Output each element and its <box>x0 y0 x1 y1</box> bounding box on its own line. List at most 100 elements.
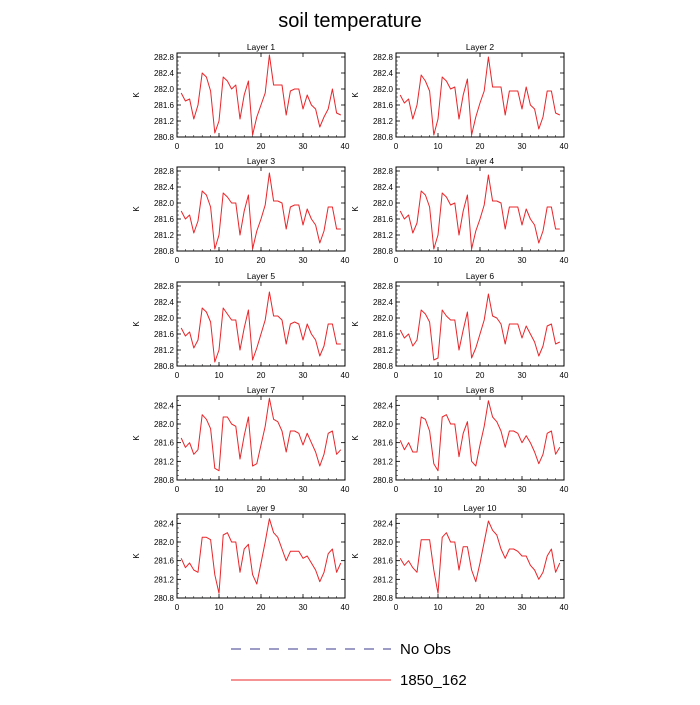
y-axis-label: K <box>132 206 141 212</box>
panel-frame <box>176 166 346 252</box>
x-tick-label: 30 <box>299 371 308 380</box>
y-axis-label: K <box>132 92 141 98</box>
series-line <box>180 518 342 594</box>
y-tick-label: 282.0 <box>154 314 175 323</box>
series-line <box>180 291 341 363</box>
y-tick-label: 281.2 <box>154 117 175 126</box>
panel-frame <box>395 513 565 599</box>
x-tick-label: 20 <box>257 256 266 265</box>
panel-title: Layer 9 <box>247 503 276 513</box>
panel-3: Layer 3 K 280.8 281.2 281.6 282.0 282.4 282.8 0 1… <box>132 156 350 265</box>
y-tick-label: 281.2 <box>373 231 394 240</box>
y-tick-label: 282.0 <box>154 538 175 547</box>
y-tick-label: 282.4 <box>373 183 394 192</box>
series-line <box>399 520 561 594</box>
y-axis-label: K <box>132 321 141 327</box>
x-tick-label: 30 <box>518 603 527 612</box>
x-tick-label: 20 <box>257 371 266 380</box>
y-axis-label: K <box>351 435 360 441</box>
x-tick-label: 10 <box>215 256 224 265</box>
y-axis-label: K <box>351 92 360 98</box>
x-tick-label: 10 <box>215 142 224 151</box>
panel-2: Layer 2 K 280.8 281.2 281.6 282.0 282.4 282.8 0 1… <box>351 42 569 151</box>
x-tick-label: 0 <box>394 485 399 494</box>
y-axis-label: K <box>351 553 360 559</box>
series-line <box>399 400 561 472</box>
x-tick-label: 40 <box>560 142 569 151</box>
panel-4: Layer 4 K 280.8 281.2 281.6 282.0 282.4 282.8 0 1… <box>351 156 569 265</box>
panel-1: Layer 1 K 280.8 281.2 281.6 282.0 282.4 282.8 0 1… <box>132 42 350 151</box>
x-tick-label: 40 <box>560 371 569 380</box>
x-tick-label: 10 <box>434 485 443 494</box>
y-tick-label: 282.0 <box>373 538 394 547</box>
y-tick-label: 281.6 <box>373 101 394 110</box>
x-tick-label: 20 <box>476 603 485 612</box>
x-tick-label: 10 <box>434 256 443 265</box>
y-tick-label: 282.8 <box>373 167 394 176</box>
x-tick-label: 20 <box>476 485 485 494</box>
panel-5: Layer 5 K 280.8 281.2 281.6 282.0 282.4 282.8 0 1… <box>132 271 350 380</box>
panel-6: Layer 6 K 280.8 281.2 281.6 282.0 282.4 282.8 0 1… <box>351 271 569 380</box>
x-tick-label: 30 <box>299 256 308 265</box>
series-line <box>399 56 561 136</box>
legend-label-1: No Obs <box>400 641 451 658</box>
x-tick-label: 30 <box>518 371 527 380</box>
series-line <box>399 174 560 250</box>
y-tick-label: 281.2 <box>373 346 394 355</box>
y-tick-label: 282.0 <box>373 199 394 208</box>
y-tick-label: 280.8 <box>154 476 175 485</box>
y-tick-label: 282.0 <box>373 420 394 429</box>
y-tick-label: 282.0 <box>154 199 175 208</box>
x-tick-label: 10 <box>434 371 443 380</box>
y-tick-label: 282.8 <box>154 167 175 176</box>
panel-frame <box>176 513 346 599</box>
panel-8: Layer 8 K 280.8 281.2 281.6 282.0 282.4 0 10 20 30… <box>351 385 569 494</box>
y-tick-label: 280.8 <box>373 476 394 485</box>
x-tick-label: 30 <box>299 485 308 494</box>
y-tick-label: 282.8 <box>154 53 175 62</box>
x-tick-label: 0 <box>175 371 180 380</box>
y-tick-label: 282.0 <box>373 85 394 94</box>
x-tick-label: 30 <box>299 142 308 151</box>
panel-title: Layer 4 <box>466 156 495 166</box>
series-line <box>180 54 342 136</box>
x-tick-label: 0 <box>394 371 399 380</box>
y-tick-label: 282.8 <box>373 53 394 62</box>
y-tick-label: 281.6 <box>373 330 394 339</box>
x-tick-label: 20 <box>257 485 266 494</box>
panel-frame <box>176 52 346 138</box>
y-tick-label: 281.6 <box>154 439 175 448</box>
panel-frame <box>176 395 346 481</box>
y-tick-label: 280.8 <box>373 247 394 256</box>
y-tick-label: 281.2 <box>154 457 175 466</box>
y-tick-label: 280.8 <box>154 247 175 256</box>
y-tick-label: 282.4 <box>154 298 175 307</box>
y-tick-label: 280.8 <box>373 594 394 603</box>
y-tick-label: 280.8 <box>154 362 175 371</box>
y-tick-label: 282.4 <box>154 401 175 410</box>
legend-label-2: 1850_162 <box>400 672 467 689</box>
y-axis-label: K <box>132 553 141 559</box>
y-axis-label: K <box>351 206 360 212</box>
y-tick-label: 280.8 <box>154 594 175 603</box>
x-tick-label: 0 <box>394 603 399 612</box>
x-tick-label: 20 <box>476 142 485 151</box>
x-tick-label: 0 <box>175 485 180 494</box>
y-tick-label: 281.6 <box>154 215 175 224</box>
panel-title: Layer 3 <box>247 156 276 166</box>
x-tick-label: 40 <box>341 603 350 612</box>
x-tick-label: 20 <box>257 142 266 151</box>
x-tick-label: 40 <box>560 256 569 265</box>
y-tick-label: 280.8 <box>373 133 394 142</box>
y-tick-label: 282.4 <box>154 519 175 528</box>
x-tick-label: 40 <box>560 603 569 612</box>
y-tick-label: 281.6 <box>154 557 175 566</box>
panel-9: Layer 9 K 280.8 281.2 281.6 282.0 282.4 0 10 20 30… <box>132 503 350 612</box>
y-tick-label: 282.4 <box>154 183 175 192</box>
x-tick-label: 0 <box>175 603 180 612</box>
panel-frame <box>176 281 346 367</box>
y-tick-label: 281.2 <box>154 231 175 240</box>
panel-title: Layer 6 <box>466 271 495 281</box>
